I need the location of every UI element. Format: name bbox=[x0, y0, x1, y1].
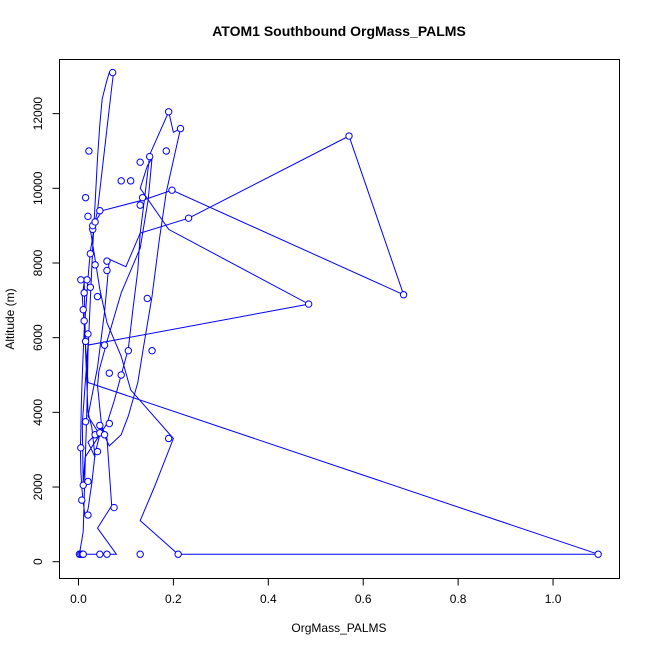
chart-title: ATOM1 Southbound OrgMass_PALMS bbox=[212, 23, 466, 39]
data-point bbox=[124, 347, 133, 355]
data-point bbox=[91, 218, 99, 226]
data-point bbox=[79, 550, 87, 558]
data-point bbox=[168, 186, 176, 194]
data-point bbox=[77, 276, 85, 284]
data-point bbox=[174, 550, 182, 558]
data-point bbox=[81, 337, 90, 346]
y-tick-label: 12000 bbox=[31, 97, 45, 131]
x-axis: 0.0 0.2 0.4 0.6 0.8 1.0 bbox=[70, 578, 562, 606]
data-point bbox=[345, 132, 353, 140]
x-tick-label: 1.0 bbox=[545, 592, 562, 606]
data-point bbox=[176, 124, 185, 133]
data-point bbox=[84, 477, 92, 486]
data-point bbox=[81, 193, 90, 202]
data-point bbox=[136, 550, 144, 558]
data-point bbox=[78, 496, 86, 504]
data-point bbox=[96, 550, 104, 558]
series-line bbox=[78, 70, 599, 555]
x-tick-label: 0.2 bbox=[165, 592, 182, 606]
data-point bbox=[80, 289, 88, 297]
data-point bbox=[117, 177, 125, 185]
plot-frame bbox=[59, 59, 620, 579]
data-point bbox=[399, 291, 408, 299]
data-point bbox=[126, 177, 135, 185]
data-point bbox=[96, 421, 104, 430]
data-point bbox=[138, 193, 147, 202]
data-point bbox=[108, 68, 117, 77]
data-point bbox=[164, 434, 173, 443]
data-point bbox=[103, 257, 111, 265]
x-axis-label: OrgMass_PALMS bbox=[291, 621, 386, 635]
data-point bbox=[80, 317, 88, 325]
y-axis: 0 2000 4000 6000 8000 10000 12000 bbox=[31, 97, 60, 565]
data-point bbox=[105, 419, 114, 428]
series-markers bbox=[75, 68, 602, 558]
data-point bbox=[184, 214, 193, 222]
data-point bbox=[93, 447, 102, 456]
data-point bbox=[79, 481, 87, 489]
data-point bbox=[100, 431, 109, 439]
x-tick-label: 0.8 bbox=[450, 592, 467, 606]
data-point bbox=[105, 369, 114, 377]
data-point bbox=[117, 371, 125, 379]
x-tick-label: 0.4 bbox=[260, 592, 277, 606]
data-point bbox=[162, 147, 170, 155]
data-point bbox=[79, 305, 87, 314]
y-tick-label: 4000 bbox=[31, 399, 45, 426]
data-point bbox=[136, 158, 144, 166]
x-tick-label: 0.0 bbox=[70, 592, 87, 606]
data-point bbox=[594, 550, 602, 558]
data-point bbox=[83, 276, 91, 284]
data-point bbox=[77, 444, 85, 452]
data-point bbox=[164, 108, 173, 116]
data-point bbox=[148, 347, 156, 355]
data-point bbox=[86, 249, 95, 258]
data-point bbox=[93, 292, 102, 301]
y-axis-label: Altitude (m) bbox=[3, 288, 17, 349]
y-tick-label: 10000 bbox=[31, 171, 45, 205]
series-lines bbox=[78, 70, 599, 555]
data-point bbox=[103, 266, 111, 275]
data-point bbox=[84, 330, 92, 338]
data-point bbox=[91, 261, 99, 269]
data-point bbox=[110, 503, 118, 512]
data-point bbox=[103, 550, 111, 558]
data-point bbox=[143, 294, 151, 303]
data-point bbox=[81, 417, 90, 426]
data-point bbox=[136, 201, 144, 209]
y-tick-label: 6000 bbox=[31, 324, 45, 351]
data-point bbox=[85, 147, 93, 155]
data-point bbox=[96, 207, 104, 215]
y-tick-label: 8000 bbox=[31, 249, 45, 276]
data-point bbox=[84, 511, 92, 519]
data-point bbox=[100, 341, 109, 349]
data-point bbox=[86, 283, 95, 291]
data-point bbox=[304, 300, 313, 308]
y-tick-label: 0 bbox=[31, 558, 45, 565]
y-tick-label: 2000 bbox=[31, 473, 45, 500]
data-point bbox=[145, 152, 154, 161]
x-tick-label: 0.6 bbox=[355, 592, 372, 606]
data-point bbox=[84, 212, 92, 221]
